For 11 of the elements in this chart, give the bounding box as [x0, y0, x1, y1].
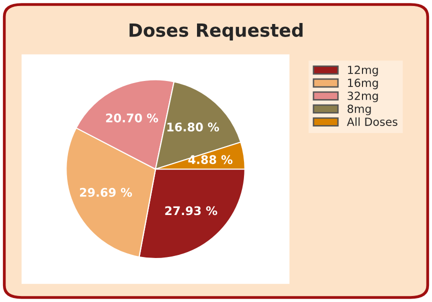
legend-label: 16mg: [348, 78, 378, 90]
legend-label: All Doses: [346, 117, 398, 126]
data-label: 4.88 %: [188, 155, 232, 164]
data-label: 16.80 %: [167, 122, 220, 132]
data-label: 20.70 %: [106, 114, 158, 122]
chart-title: Doses Requested: [130, 22, 303, 40]
legend-label: 12mg: [348, 66, 378, 76]
legend-label: 8mg: [348, 104, 371, 116]
data-label: 29.69 %: [80, 188, 132, 197]
legend-label: 32mg: [348, 92, 378, 102]
data-label: 27.93 %: [165, 206, 218, 216]
